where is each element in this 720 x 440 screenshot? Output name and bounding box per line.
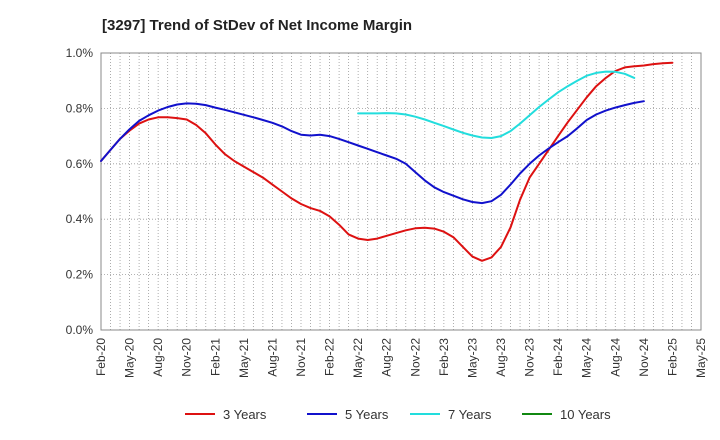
legend-label: 7 Years	[448, 407, 492, 422]
y-tick-label: 0.6%	[66, 157, 94, 171]
x-tick-label: Nov-21	[294, 338, 308, 377]
x-tick-label: May-23	[465, 338, 479, 378]
y-axis: 0.0% 0.2% 0.4% 0.6% 0.8% 1.0%	[66, 46, 94, 337]
x-axis: Feb-20 May-20 Aug-20 Nov-20 Feb-21 May-21 Aug-…	[94, 338, 708, 378]
x-tick-label: Aug-22	[380, 338, 394, 377]
x-grid	[110, 53, 692, 330]
x-tick-label: May-20	[123, 338, 137, 378]
x-tick-label: May-24	[580, 338, 594, 378]
x-tick-label: Nov-22	[408, 338, 422, 377]
series-lines	[100, 61, 674, 262]
x-tick-label: May-25	[694, 338, 708, 378]
plot-border	[100, 52, 702, 331]
x-tick-label: Nov-23	[523, 338, 537, 377]
series-line-5-years	[100, 100, 645, 205]
y-tick-label: 1.0%	[66, 46, 94, 60]
x-tick-label: May-21	[237, 338, 251, 378]
x-tick-label: May-22	[351, 338, 365, 378]
legend-label: 10 Years	[560, 407, 611, 422]
x-tick-label: Aug-20	[151, 338, 165, 377]
x-tick-label: Feb-25	[665, 338, 679, 376]
y-tick-label: 0.0%	[66, 323, 94, 337]
plot-area	[101, 53, 701, 330]
y-grid	[101, 108, 701, 276]
x-tick-label: Feb-22	[323, 338, 337, 376]
x-tick-label: Feb-23	[437, 338, 451, 376]
x-tick-label: Aug-21	[265, 338, 279, 377]
x-tick-label: Feb-24	[551, 338, 565, 376]
x-tick-label: Nov-24	[637, 338, 651, 377]
x-tick-label: Feb-20	[94, 338, 108, 376]
legend-label: 3 Years	[223, 407, 267, 422]
chart-title: [3297] Trend of StDev of Net Income Marg…	[102, 17, 412, 34]
series-line-7-years	[357, 70, 636, 139]
x-tick-label: Aug-23	[494, 338, 508, 377]
y-tick-label: 0.4%	[66, 212, 94, 226]
x-tick-label: Aug-24	[608, 338, 622, 377]
x-tick-label: Nov-20	[180, 338, 194, 377]
y-tick-label: 0.2%	[66, 268, 94, 282]
legend-label: 5 Years	[345, 407, 389, 422]
series-line-3-years	[100, 61, 674, 262]
y-tick-label: 0.8%	[66, 101, 94, 115]
x-tick-label: Feb-21	[208, 338, 222, 376]
legend: 3 Years 5 Years 7 Years 10 Years	[185, 407, 611, 422]
